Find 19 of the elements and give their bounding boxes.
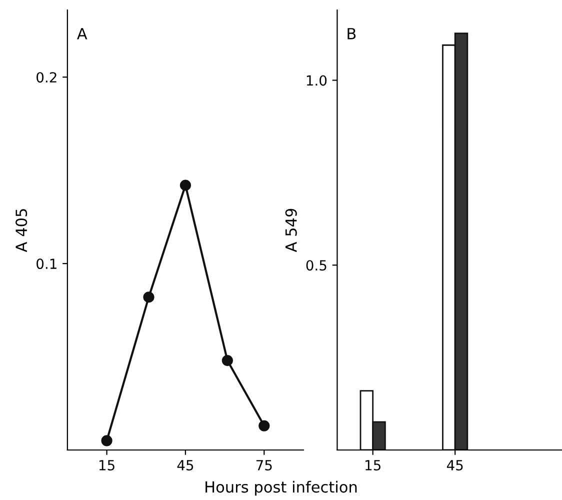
point bbox=[222, 354, 233, 366]
y-tick-label: 0.2 bbox=[36, 72, 56, 83]
x-axis-title: Hours post infection bbox=[206, 480, 357, 496]
point bbox=[143, 292, 154, 303]
y-tick-label: 1.0 bbox=[306, 75, 327, 86]
x-tick-label: 75 bbox=[256, 460, 272, 470]
text: B bbox=[348, 28, 356, 40]
y-axis-title: A 549 bbox=[285, 208, 297, 252]
y-axis-title: A 405 bbox=[16, 209, 28, 252]
point bbox=[258, 420, 270, 432]
x-tick-label: 45 bbox=[446, 460, 463, 470]
x-tick-label: 15 bbox=[366, 460, 380, 470]
x-tick-label: 15 bbox=[99, 460, 114, 470]
point bbox=[180, 180, 192, 191]
text: A bbox=[77, 28, 88, 40]
point bbox=[101, 435, 112, 446]
x-tick-label: 45 bbox=[177, 460, 194, 470]
y-tick-label: 0.5 bbox=[306, 260, 326, 271]
y-tick-label: 0.1 bbox=[36, 258, 56, 270]
